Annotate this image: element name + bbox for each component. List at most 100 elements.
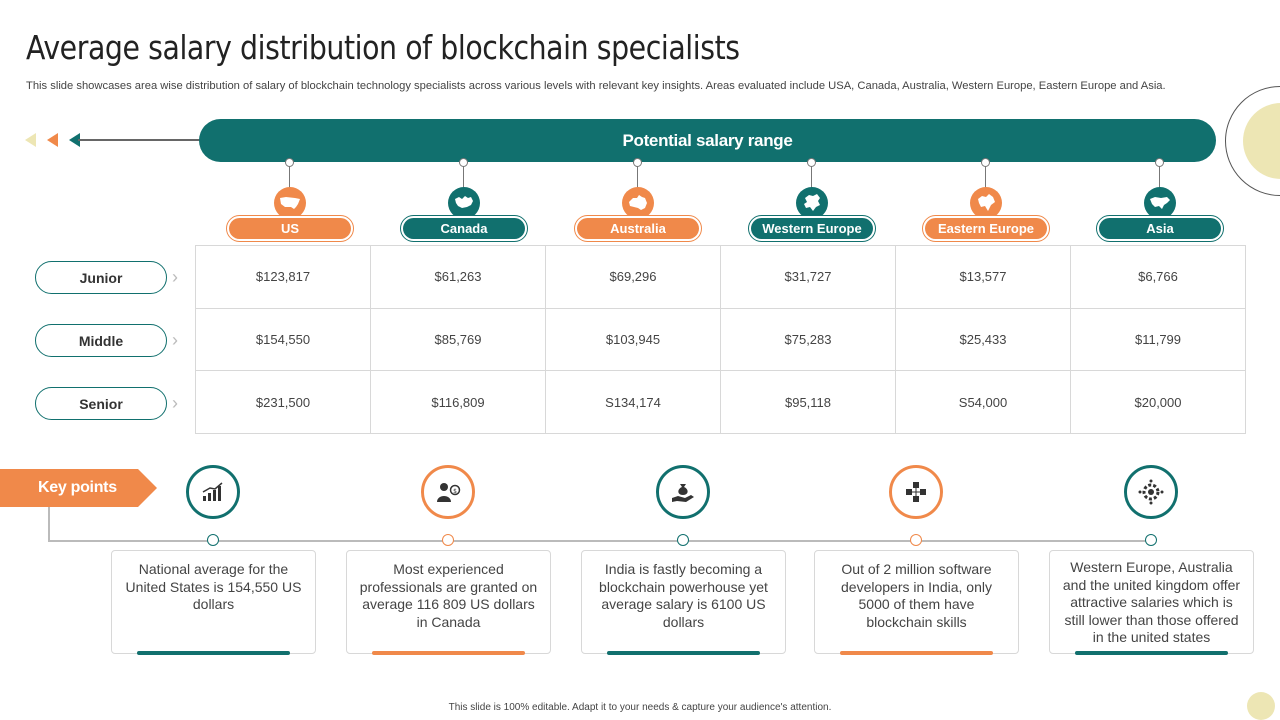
region-label: Canada [403, 218, 525, 239]
key-point-4: Out of 2 million software developers in … [814, 465, 1019, 657]
key-points-tag: Key points [0, 469, 157, 507]
accent-bar [372, 651, 525, 655]
region-label: US [229, 218, 351, 239]
icon-circle [1124, 465, 1178, 519]
region-header-australia: Australia [574, 158, 702, 243]
connector-line [637, 158, 638, 188]
connector-line [463, 158, 464, 188]
connector-dot [981, 158, 990, 167]
connector-line [985, 158, 986, 188]
salary-cell: $116,809 [370, 370, 546, 435]
key-point-text: National average for the United States i… [125, 561, 302, 612]
connector-dot [633, 158, 642, 167]
icon-circle [656, 465, 710, 519]
salary-cell: $25,433 [895, 307, 1071, 372]
money-bag-hand-icon [663, 472, 703, 512]
level-text: Senior [79, 395, 123, 412]
region-pill: Asia [1096, 215, 1224, 242]
salary-cell: $231,500 [195, 370, 371, 435]
level-text: Junior [79, 269, 123, 286]
salary-cell: $61,263 [370, 245, 546, 309]
region-pill: Canada [400, 215, 528, 242]
connector-line [289, 158, 290, 188]
bar-chart-icon [193, 472, 233, 512]
page-subtitle: This slide showcases area wise distribut… [26, 80, 1166, 92]
footer-note: This slide is 100% editable. Adapt it to… [448, 702, 832, 713]
region-label: Western Europe [751, 218, 873, 239]
chevron-right-icon: › [172, 393, 178, 413]
table-row: $231,500 $116,809 S134,174 $95,118 S54,0… [195, 370, 1246, 435]
accent-bar [137, 651, 290, 655]
salary-cell: $123,817 [195, 245, 371, 309]
key-point-card: India is fastly becoming a blockchain po… [581, 550, 786, 654]
icon-circle [186, 465, 240, 519]
region-pill: Western Europe [748, 215, 876, 242]
key-point-1: National average for the United States i… [111, 465, 316, 657]
timeline-dot [1145, 534, 1157, 546]
region-header-eastern-europe: Eastern Europe [922, 158, 1050, 243]
region-header-western-europe: Western Europe [748, 158, 876, 243]
banner-label: Potential salary range [622, 130, 793, 150]
region-pill: US [226, 215, 354, 242]
australia-map-icon [622, 187, 654, 219]
icon-circle: $ [421, 465, 475, 519]
key-point-text: Most experienced professionals are grant… [359, 561, 538, 630]
icon-circle [889, 465, 943, 519]
region-header-asia: Asia [1096, 158, 1224, 243]
region-pill: Eastern Europe [922, 215, 1050, 242]
connector-line [811, 158, 812, 188]
key-point-card: Out of 2 million software developers in … [814, 550, 1019, 654]
connector-dot [459, 158, 468, 167]
svg-text:$: $ [453, 488, 457, 495]
key-point-card: National average for the United States i… [111, 550, 316, 654]
arrow-left-icon [69, 133, 80, 147]
timeline-dot [207, 534, 219, 546]
connector-dot [285, 158, 294, 167]
salary-cell: S54,000 [895, 370, 1071, 435]
salary-cell: $154,550 [195, 307, 371, 372]
timeline-dot [910, 534, 922, 546]
gear-network-icon [1131, 472, 1171, 512]
region-label: Eastern Europe [925, 218, 1047, 239]
europe-map-icon [796, 187, 828, 219]
professional-person-icon: $ [428, 472, 468, 512]
salary-cell: $31,727 [720, 245, 896, 309]
connector-line [48, 507, 50, 541]
usa-map-icon [274, 187, 306, 219]
key-point-2: $ Most experienced professionals are gra… [346, 465, 551, 657]
arrow-line [78, 139, 203, 141]
salary-cell: S134,174 [545, 370, 721, 435]
level-label-junior: Junior [35, 261, 167, 294]
table-row: $154,550 $85,769 $103,945 $75,283 $25,43… [195, 307, 1246, 372]
eastern-europe-map-icon [970, 187, 1002, 219]
accent-bar [1075, 651, 1228, 655]
connector-line [1159, 158, 1160, 188]
decorative-dot [1247, 692, 1275, 720]
region-header-us: US [226, 158, 354, 243]
blockchain-cubes-icon [896, 472, 936, 512]
arrow-left-icon [25, 133, 36, 147]
key-points-label: Key points [38, 479, 117, 496]
accent-bar [840, 651, 993, 655]
key-point-card: Western Europe, Australia and the united… [1049, 550, 1254, 654]
salary-cell: $95,118 [720, 370, 896, 435]
region-label: Asia [1099, 218, 1221, 239]
connector-dot [807, 158, 816, 167]
key-point-text: Western Europe, Australia and the united… [1062, 559, 1241, 645]
salary-range-banner: Potential salary range [199, 119, 1216, 162]
asia-map-icon [1144, 187, 1176, 219]
timeline-line [48, 540, 1153, 542]
key-point-3: India is fastly becoming a blockchain po… [581, 465, 786, 657]
region-header-canada: Canada [400, 158, 528, 243]
salary-cell: $6,766 [1070, 245, 1246, 309]
key-point-5: Western Europe, Australia and the united… [1049, 465, 1254, 657]
key-point-text: Out of 2 million software developers in … [841, 561, 992, 630]
salary-cell: $103,945 [545, 307, 721, 372]
accent-bar [607, 651, 760, 655]
level-label-middle: Middle [35, 324, 167, 357]
salary-cell: $69,296 [545, 245, 721, 309]
level-label-senior: Senior [35, 387, 167, 420]
chevron-right-icon: › [172, 267, 178, 287]
chevron-right-icon: › [172, 330, 178, 350]
salary-table: $123,817 $61,263 $69,296 $31,727 $13,577… [195, 245, 1246, 435]
